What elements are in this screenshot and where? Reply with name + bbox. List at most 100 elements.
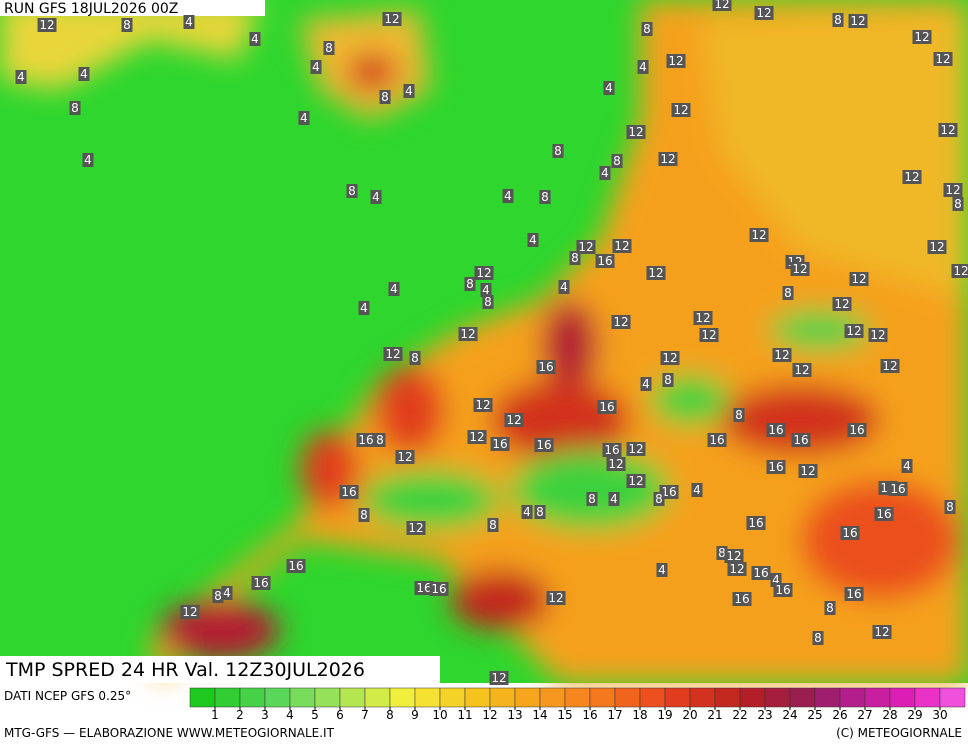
- map-label: 4: [658, 563, 666, 577]
- color-swatch: [864, 687, 891, 708]
- label-box: [626, 474, 646, 488]
- map-label: 16: [492, 437, 507, 451]
- map-label: 12: [39, 18, 54, 32]
- color-swatch: [239, 687, 266, 708]
- color-swatch: [464, 687, 491, 708]
- map-label: 12: [662, 351, 677, 365]
- map-label: 4: [529, 233, 537, 247]
- label-box: [754, 6, 774, 20]
- map-label: 4: [693, 483, 701, 497]
- color-swatch: [564, 687, 591, 708]
- map-label: 16: [253, 576, 268, 590]
- map-label: 8: [484, 295, 492, 309]
- legend-tick-label: 8: [386, 708, 394, 722]
- map-label: 16: [748, 516, 763, 530]
- map-label: 4: [185, 15, 193, 29]
- label-box: [749, 228, 769, 242]
- color-swatch: [614, 687, 641, 708]
- label-box: [395, 450, 415, 464]
- label-box: [798, 464, 818, 478]
- map-label: 12: [851, 272, 866, 286]
- label-box: [938, 123, 958, 137]
- label-box: [546, 591, 566, 605]
- map-label: 8: [613, 154, 621, 168]
- label-box: [414, 581, 434, 595]
- color-swatch: [714, 687, 741, 708]
- label-box: [521, 505, 533, 519]
- run-box: [0, 0, 265, 16]
- label-box: [474, 266, 494, 280]
- source: DATI NCEP GFS 0.25°: [4, 689, 131, 703]
- label-box: [534, 438, 554, 452]
- label-box: [298, 111, 310, 125]
- color-swatch: [214, 687, 241, 708]
- color-swatch: [889, 687, 916, 708]
- map-label: 16: [768, 460, 783, 474]
- map-label: 16: [709, 433, 724, 447]
- map-label: 4: [642, 377, 650, 391]
- legend-tick-label: 14: [532, 708, 547, 722]
- map-label: 8: [814, 631, 822, 645]
- label-box: [490, 437, 510, 451]
- label-box: [409, 351, 421, 365]
- label-box: [868, 328, 888, 342]
- map-label: 12: [628, 125, 643, 139]
- label-box: [640, 377, 652, 391]
- label-box: [612, 239, 632, 253]
- label-box: [812, 631, 824, 645]
- map-label: 16: [661, 485, 676, 499]
- map-label: 12: [751, 228, 766, 242]
- color-swatch: [839, 687, 866, 708]
- color-swatch: [364, 687, 391, 708]
- label-box: [429, 582, 449, 596]
- map-label: 16: [775, 583, 790, 597]
- map-label: 4: [903, 459, 911, 473]
- map-label: 4: [360, 301, 368, 315]
- legend-tick-label: 18: [632, 708, 647, 722]
- label-box: [358, 301, 370, 315]
- label-box: [666, 54, 686, 68]
- legend-tick-label: 3: [261, 708, 269, 722]
- label-box: [944, 500, 956, 514]
- label-box: [727, 562, 747, 576]
- map-label: 8: [946, 500, 954, 514]
- label-box: [487, 518, 499, 532]
- label-box: [251, 576, 271, 590]
- map-label: 4: [482, 283, 490, 297]
- map-label: 16: [734, 592, 749, 606]
- label-box: [310, 60, 322, 74]
- map-label: 16: [604, 443, 619, 457]
- map-label: 12: [614, 239, 629, 253]
- label-box: [770, 573, 782, 587]
- label-box: [872, 625, 892, 639]
- map-label: 8: [360, 508, 368, 522]
- credit: MTG-GFS — ELABORAZIONE WWW.METEOGIORNALE…: [4, 726, 335, 740]
- legend-tick-label: 27: [857, 708, 872, 722]
- color-swatch: [914, 687, 941, 708]
- color-swatch: [789, 687, 816, 708]
- map-label: 12: [714, 0, 729, 11]
- label-box: [78, 67, 90, 81]
- map-label: 4: [504, 189, 512, 203]
- color-swatch: [414, 687, 441, 708]
- label-box: [844, 587, 864, 601]
- label-box: [286, 559, 306, 573]
- map-label: 16: [536, 438, 551, 452]
- label-box: [15, 70, 27, 84]
- map-label: 4: [772, 573, 780, 587]
- color-swatch: [264, 687, 291, 708]
- map-label: 12: [729, 562, 744, 576]
- label-box: [183, 15, 195, 29]
- label-box: [212, 589, 224, 603]
- map-label: 12: [668, 54, 683, 68]
- map-label: 16: [341, 485, 356, 499]
- label-box: [840, 526, 860, 540]
- legend-tick-label: 1: [211, 708, 219, 722]
- map-label: 12: [953, 264, 968, 278]
- map-label: 4: [523, 505, 531, 519]
- label-box: [707, 433, 727, 447]
- color-swatch: [189, 687, 216, 708]
- map-label: 8: [71, 101, 79, 115]
- map-label: 12: [882, 359, 897, 373]
